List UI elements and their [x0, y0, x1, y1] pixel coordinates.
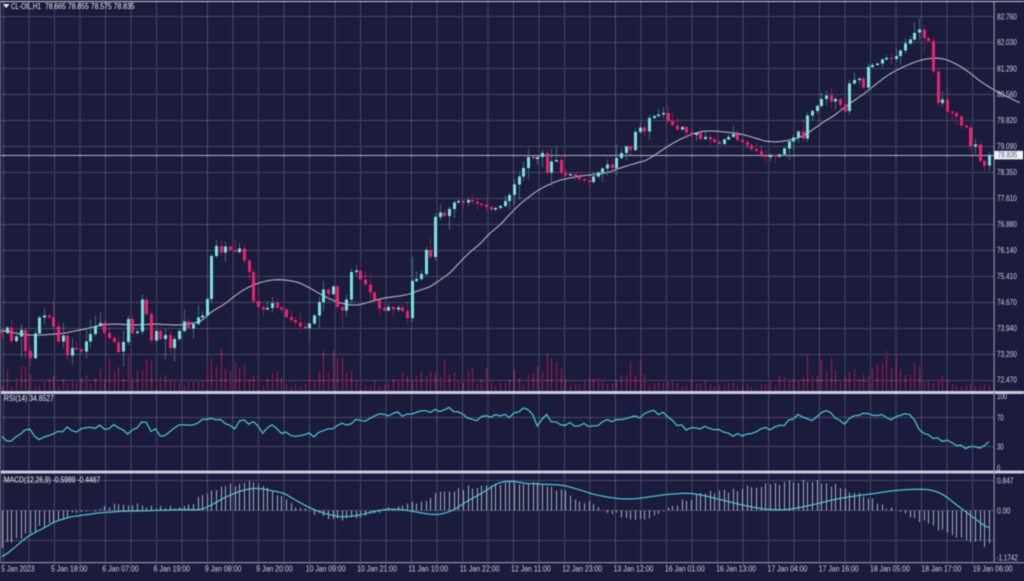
svg-text:70: 70: [997, 414, 1004, 423]
svg-text:100: 100: [997, 392, 1007, 401]
svg-text:82.030: 82.030: [997, 38, 1017, 47]
svg-text:30: 30: [997, 443, 1004, 452]
svg-text:RSI(14) 34.8527: RSI(14) 34.8527: [4, 394, 54, 403]
svg-text:79.090: 79.090: [997, 142, 1017, 151]
svg-text:82.760: 82.760: [997, 12, 1017, 21]
svg-text:6 Jan 19:00: 6 Jan 19:00: [154, 564, 191, 573]
svg-text:0: 0: [997, 464, 1001, 473]
svg-text:12 Jan 11:00: 12 Jan 11:00: [511, 564, 551, 573]
svg-text:19 Jan 06:00: 19 Jan 06:00: [973, 564, 1013, 573]
svg-text:0.00: 0.00: [997, 507, 1011, 516]
svg-text:17 Jan 04:00: 17 Jan 04:00: [768, 564, 808, 573]
svg-text:78.350: 78.350: [997, 168, 1017, 177]
svg-text:MACD(12,26,9) -0.5989 -0.4467: MACD(12,26,9) -0.5989 -0.4467: [4, 476, 101, 485]
svg-text:CL-OIL,H1: CL-OIL,H1: [11, 2, 41, 11]
svg-text:74.670: 74.670: [997, 298, 1017, 307]
svg-text:76.880: 76.880: [997, 220, 1017, 229]
svg-text:76.140: 76.140: [997, 246, 1017, 255]
svg-text:5 Jan 2023: 5 Jan 2023: [1, 564, 35, 573]
svg-text:16 Jan 13:00: 16 Jan 13:00: [716, 564, 756, 573]
svg-text:13 Jan 12:00: 13 Jan 12:00: [614, 564, 654, 573]
svg-text:77.610: 77.610: [997, 194, 1017, 203]
svg-text:73.940: 73.940: [997, 324, 1017, 333]
svg-text:9 Jan 08:00: 9 Jan 08:00: [205, 564, 242, 573]
svg-text:10 Jan 21:00: 10 Jan 21:00: [357, 564, 397, 573]
svg-text:11 Jan 10:00: 11 Jan 10:00: [408, 564, 448, 573]
svg-text:78.835: 78.835: [998, 151, 1018, 160]
svg-text:75.410: 75.410: [997, 272, 1017, 281]
svg-text:18 Jan 17:00: 18 Jan 17:00: [921, 564, 961, 573]
svg-text:78.665 78.855 78.575 78.835: 78.665 78.855 78.575 78.835: [45, 2, 135, 11]
svg-text:0.847: 0.847: [997, 476, 1014, 485]
svg-text:12 Jan 23:00: 12 Jan 23:00: [562, 564, 602, 573]
svg-text:81.290: 81.290: [997, 64, 1017, 73]
svg-text:80.560: 80.560: [997, 90, 1017, 99]
svg-text:73.200: 73.200: [997, 350, 1017, 359]
svg-text:-1.1742: -1.1742: [997, 554, 1019, 563]
svg-text:18 Jan 05:00: 18 Jan 05:00: [870, 564, 910, 573]
svg-text:17 Jan 16:00: 17 Jan 16:00: [819, 564, 859, 573]
svg-text:5 Jan 18:00: 5 Jan 18:00: [51, 564, 88, 573]
svg-text:79.820: 79.820: [997, 116, 1017, 125]
svg-text:6 Jan 07:00: 6 Jan 07:00: [102, 564, 139, 573]
svg-text:9 Jan 20:00: 9 Jan 20:00: [256, 564, 293, 573]
svg-text:16 Jan 01:00: 16 Jan 01:00: [665, 564, 705, 573]
svg-text:11 Jan 22:00: 11 Jan 22:00: [460, 564, 500, 573]
svg-text:72.470: 72.470: [997, 376, 1017, 385]
svg-text:10 Jan 09:00: 10 Jan 09:00: [306, 564, 346, 573]
